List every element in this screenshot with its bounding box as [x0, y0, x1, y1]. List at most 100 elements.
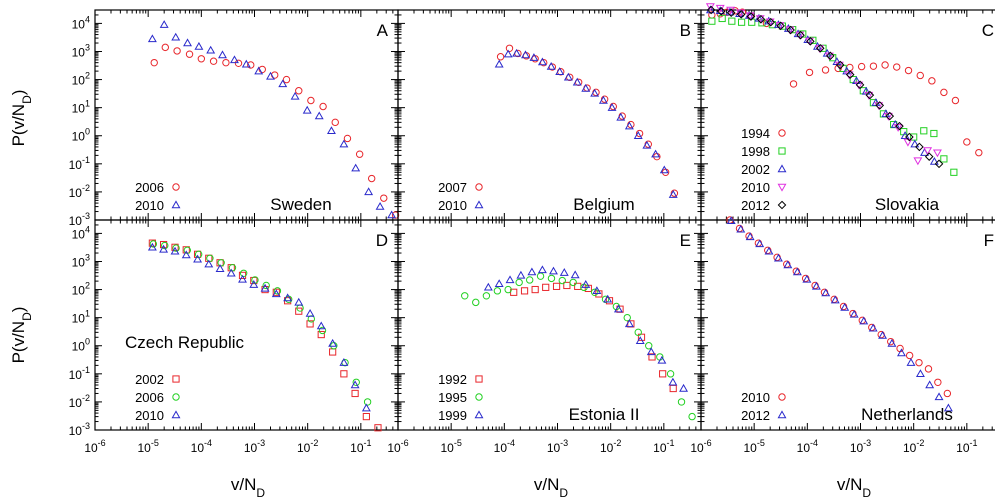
x-tick-label: 10-1	[956, 438, 977, 455]
data-point	[249, 280, 259, 288]
data-point	[374, 424, 382, 432]
data-point	[563, 281, 571, 290]
data-point	[659, 165, 669, 174]
data-point	[581, 280, 591, 288]
data-point	[173, 47, 181, 55]
panel-F: 10-6 10-5 10-4 10-3 10-2 10-1 F 2010 2012 Netherl…	[690, 216, 995, 455]
legend-marker	[172, 183, 180, 191]
x-tick-label: 10-3	[850, 438, 871, 455]
data-point	[234, 59, 243, 67]
legend-marker	[172, 375, 180, 383]
x-tick-label: 10-6	[690, 438, 711, 455]
y-tick-label: 10-1	[69, 365, 90, 382]
data-point	[149, 240, 158, 248]
data-point	[271, 289, 281, 298]
data-point	[811, 281, 821, 290]
data-point	[924, 365, 933, 373]
panel-letter: D	[376, 231, 388, 250]
data-point	[590, 288, 599, 296]
data-point	[461, 292, 469, 300]
data-point	[706, 5, 716, 15]
data-point	[529, 53, 539, 61]
data-point	[172, 244, 180, 252]
data-point	[923, 147, 933, 156]
data-point	[570, 270, 580, 279]
data-point	[634, 328, 642, 337]
x-tick-label: 10-3	[547, 438, 568, 455]
legend-label: 2010	[438, 198, 467, 213]
data-point	[786, 25, 795, 35]
data-point	[206, 254, 214, 262]
data-point	[708, 17, 716, 25]
data-point	[755, 239, 765, 248]
legend-marker	[777, 164, 787, 173]
x-tick-label: 10-2	[297, 438, 318, 455]
data-point	[887, 337, 895, 346]
data-point	[339, 139, 349, 148]
data-point	[531, 285, 539, 294]
data-point	[260, 283, 270, 292]
data-point	[677, 398, 686, 406]
data-point	[975, 148, 983, 157]
data-point	[963, 138, 971, 146]
data-point	[515, 278, 523, 287]
data-point	[679, 383, 689, 392]
y-tick-label: 103	[72, 42, 90, 59]
series-1999	[483, 265, 689, 392]
data-point	[563, 72, 573, 81]
data-point	[148, 239, 156, 247]
data-point	[821, 288, 831, 297]
series-2007	[496, 44, 679, 197]
data-point	[645, 342, 653, 350]
data-point	[272, 288, 280, 296]
data-point	[241, 59, 251, 68]
legend-marker	[778, 129, 786, 137]
data-point	[616, 112, 626, 121]
data-point	[789, 80, 798, 88]
y-tick-label: 10-2	[69, 183, 90, 200]
x-tick-label: 10-5	[743, 438, 764, 455]
data-point	[150, 58, 158, 67]
data-point	[238, 274, 247, 283]
data-point	[669, 384, 677, 393]
data-point	[718, 14, 726, 23]
x-tick-label: 10-4	[494, 438, 515, 455]
x-axis-title-middle: v/ND	[534, 475, 569, 500]
legend-label: 2010	[135, 408, 164, 423]
data-point	[266, 71, 275, 80]
data-point	[716, 6, 726, 16]
data-point	[910, 133, 918, 141]
legend-label: 1995	[438, 390, 467, 405]
data-point	[536, 272, 545, 280]
data-point	[482, 292, 491, 300]
data-point	[728, 17, 736, 25]
data-point	[569, 278, 577, 287]
data-point	[934, 392, 944, 401]
series-2010	[726, 216, 952, 398]
data-point	[549, 266, 558, 275]
data-point	[521, 50, 530, 59]
data-point	[361, 403, 371, 412]
country-label: Sweden	[270, 195, 331, 214]
panel-letter: C	[982, 21, 994, 40]
data-point	[171, 32, 181, 41]
data-point	[282, 75, 291, 84]
series-2006	[149, 240, 372, 406]
data-point	[651, 149, 661, 158]
data-point	[318, 326, 327, 335]
legend-label: 2006	[135, 180, 164, 195]
data-point	[505, 44, 514, 52]
data-point	[363, 398, 372, 406]
country-label: Netherlands	[861, 405, 953, 424]
data-point	[940, 88, 948, 97]
data-point	[910, 139, 920, 148]
panel-A: 10-3 10-2 10-1 100 101 102 103 104 A 2006 2010 Swed…	[69, 9, 400, 228]
data-point	[905, 351, 914, 360]
data-point	[215, 264, 225, 272]
data-point	[505, 275, 515, 284]
data-point	[915, 369, 925, 378]
data-point	[633, 131, 643, 139]
data-point	[598, 95, 608, 104]
legend-marker	[778, 393, 786, 401]
